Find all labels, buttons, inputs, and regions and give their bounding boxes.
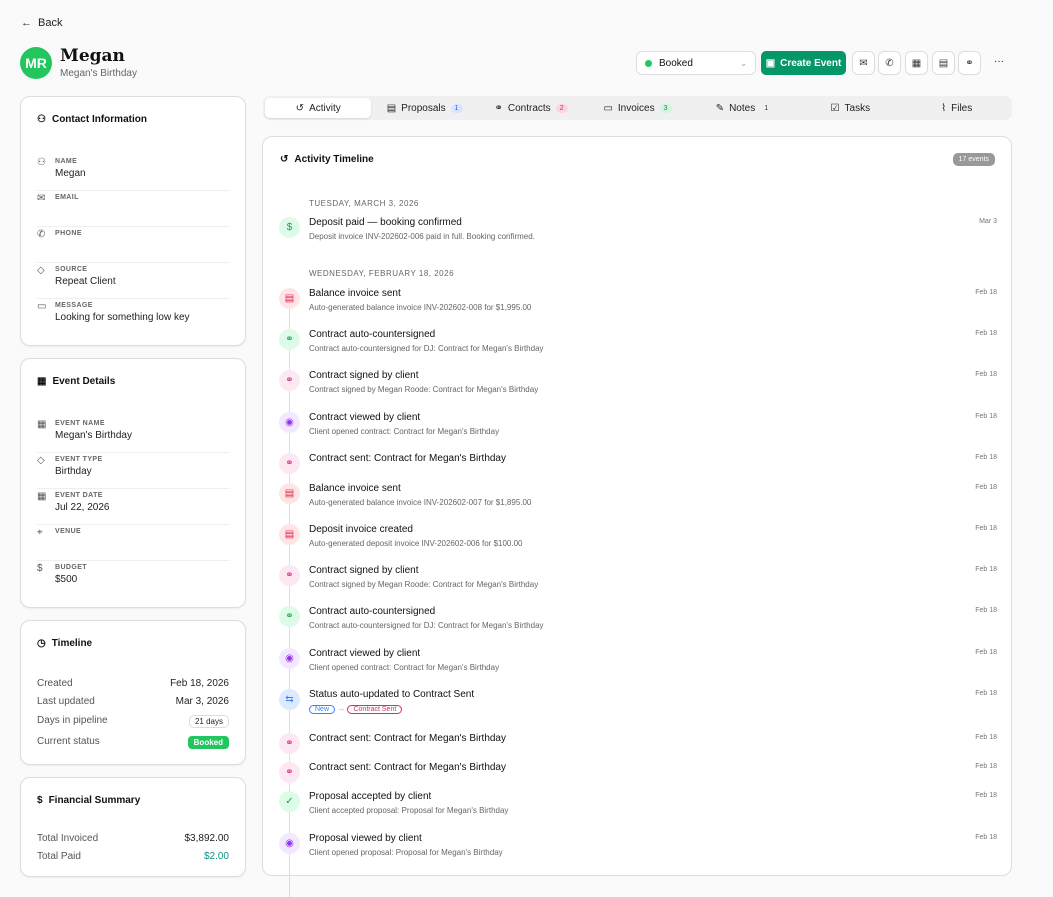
- tag-icon: ◇: [37, 455, 45, 466]
- handshake-icon: ⚭: [279, 453, 300, 474]
- event-card: ▦ Event Details ▦ EVENT NAME Megan's Birthd…: [20, 358, 246, 608]
- field-event-name: ▦ EVENT NAME Megan's Birthday: [37, 417, 229, 453]
- email-button[interactable]: ✉: [852, 51, 875, 75]
- calendar-plus-icon: ▣: [765, 57, 776, 69]
- handshake-icon: ⚭: [965, 57, 974, 69]
- tab-proposals[interactable]: ▤ Proposals 1: [371, 98, 477, 118]
- tag-icon: ◇: [37, 265, 45, 276]
- calendar-button[interactable]: ▦: [905, 51, 928, 75]
- tab-bar: ↺ Activity ▤ Proposals 1 ⚭ Contracts 2 ▭ Invoices…: [263, 96, 1012, 120]
- user-icon: ⚇: [37, 114, 46, 125]
- handshake-icon: ⚭: [494, 102, 503, 114]
- invoice-icon: ▭: [603, 102, 613, 114]
- dollar-icon: $: [37, 795, 43, 806]
- status-dot: [645, 59, 652, 67]
- chevron-down-icon: ⌄: [740, 58, 747, 68]
- arrow-left-icon: ←: [21, 17, 32, 29]
- status-select[interactable]: Booked ⌄: [636, 51, 756, 75]
- invoice-icon: ▤: [279, 288, 300, 309]
- history-icon: ↺: [295, 102, 305, 114]
- user-icon: ⚇: [37, 157, 46, 168]
- history-icon: ↺: [280, 154, 289, 165]
- checkbox-icon: ☑: [830, 102, 840, 114]
- event-subtitle: Megan's Birthday: [60, 68, 137, 79]
- contact-card: ⚇ Contact Information ⚇ NAME Megan ✉ EMAIL ✆ PH…: [20, 96, 246, 346]
- invoice-icon: ▤: [279, 483, 300, 504]
- pin-icon: ⌖: [37, 527, 43, 538]
- tab-invoices[interactable]: ▭ Invoices 3: [584, 98, 690, 118]
- clock-icon: ◷: [37, 638, 46, 649]
- tab-notes[interactable]: ✎ Notes 1: [691, 98, 797, 118]
- client-name: Megan: [60, 46, 125, 66]
- avatar: MR: [20, 47, 52, 79]
- calendar-icon: ▦: [37, 491, 47, 502]
- handshake-icon: ⚭: [279, 370, 300, 391]
- field-name: ⚇ NAME Megan: [37, 155, 229, 191]
- eye-icon: ◉: [279, 833, 300, 854]
- phone-icon: ✆: [37, 229, 46, 240]
- document-icon: ▤: [938, 57, 949, 69]
- tab-activity[interactable]: ↺ Activity: [265, 98, 372, 118]
- document-icon: ▤: [386, 102, 397, 114]
- back-link[interactable]: ← Back: [21, 17, 63, 29]
- mail-icon: ✉: [859, 57, 868, 69]
- tab-contracts[interactable]: ⚭ Contracts 2: [478, 98, 584, 118]
- field-event-type: ◇ EVENT TYPE Birthday: [37, 453, 229, 489]
- timeline-card: ◷ Timeline Created Feb 18, 2026 Last updat…: [20, 620, 246, 765]
- field-venue: ⌖ VENUE: [37, 525, 229, 561]
- more-button[interactable]: ···: [994, 56, 1004, 67]
- dollar-icon: $: [279, 217, 300, 238]
- financial-card: $ Financial Summary Total Invoiced $3,892.…: [20, 777, 246, 877]
- message-icon: ▭: [37, 301, 47, 312]
- status-from-badge: New: [309, 705, 336, 714]
- tab-files[interactable]: ⌇ Files: [941, 102, 973, 114]
- tab-count-badge: 1: [450, 103, 463, 113]
- calendar-icon: ▦: [911, 57, 922, 69]
- mail-icon: ✉: [37, 193, 46, 204]
- contract-button[interactable]: ⚭: [958, 51, 981, 75]
- tab-count-badge: 3: [659, 103, 672, 113]
- day-header: WEDNESDAY, FEBRUARY 18, 2026: [309, 269, 455, 278]
- field-budget: $ BUDGET $500: [37, 561, 229, 597]
- dollar-icon: $: [37, 563, 43, 574]
- paperclip-icon: ⌇: [941, 102, 947, 114]
- field-source: ◇ SOURCE Repeat Client: [37, 263, 229, 299]
- days-badge: 21 days: [188, 715, 229, 728]
- event-count-badge: 17 events: [952, 153, 995, 166]
- timeline-line: [289, 297, 290, 897]
- tab-count-badge: 2: [555, 103, 568, 113]
- status-badge: Booked: [187, 736, 229, 749]
- handshake-icon: ⚭: [279, 565, 300, 586]
- field-email: ✉ EMAIL: [37, 191, 229, 227]
- field-phone: ✆ PHONE: [37, 227, 229, 263]
- eye-icon: ◉: [279, 412, 300, 433]
- edit-icon: ✎: [715, 102, 725, 114]
- phone-icon: ✆: [885, 57, 894, 69]
- day-header: TUESDAY, MARCH 3, 2026: [309, 199, 419, 208]
- check-circle-icon: ✓: [279, 791, 300, 812]
- document-button[interactable]: ▤: [932, 51, 955, 75]
- swap-icon: ⇆: [279, 689, 300, 710]
- arrow-right-icon: →: [337, 704, 346, 713]
- field-message: ▭ MESSAGE Looking for something low key: [37, 299, 229, 335]
- invoice-icon: ▤: [279, 524, 300, 545]
- handshake-icon: ⚭: [279, 733, 300, 754]
- calendar-icon: ▦: [37, 376, 47, 387]
- field-event-date: ▦ EVENT DATE Jul 22, 2026: [37, 489, 229, 525]
- handshake-icon: ⚭: [279, 329, 300, 350]
- activity-card: ↺ Activity Timeline 17 events TUESDAY, MA…: [262, 136, 1012, 897]
- calendar-icon: ▦: [37, 419, 47, 430]
- create-event-button[interactable]: ▣ Create Event: [761, 51, 846, 75]
- tab-tasks[interactable]: ☑ Tasks: [830, 102, 871, 114]
- eye-icon: ◉: [279, 648, 300, 669]
- tab-count-badge: 1: [764, 104, 769, 112]
- handshake-icon: ⚭: [279, 762, 300, 783]
- call-button[interactable]: ✆: [878, 51, 901, 75]
- status-to-badge: Contract Sent: [347, 705, 403, 714]
- handshake-icon: ⚭: [279, 606, 300, 627]
